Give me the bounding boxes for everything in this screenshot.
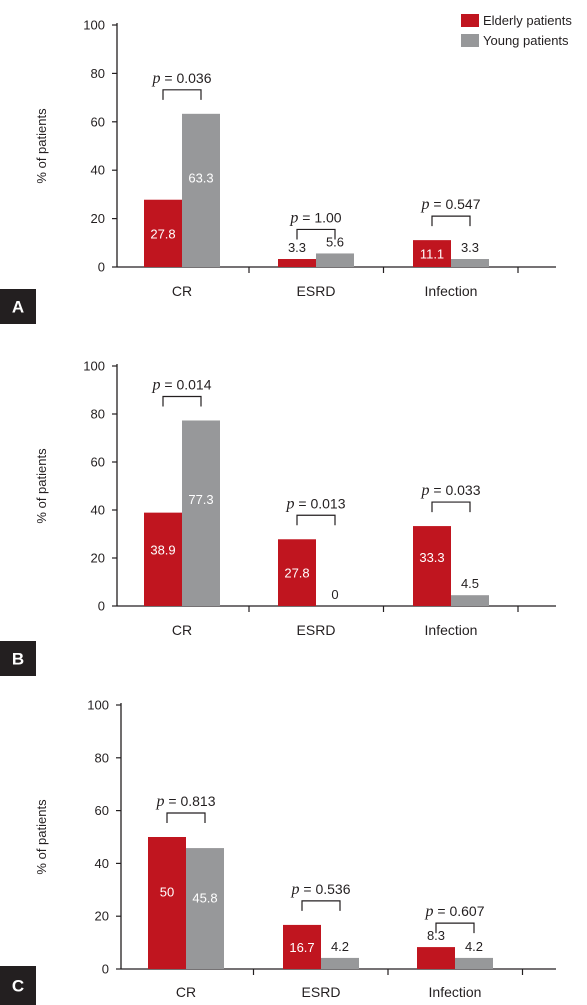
p-value-bracket	[431, 215, 471, 227]
category-label: Infection	[425, 622, 478, 638]
data-label: 27.8	[150, 226, 175, 241]
p-value-bracket	[162, 395, 202, 407]
p-value-label: p = 0.014	[152, 376, 212, 393]
bar-young-infection	[451, 259, 489, 267]
y-tick-label: 0	[98, 599, 105, 614]
bar-elderly-infection	[413, 526, 451, 606]
y-tick-label: 80	[91, 66, 105, 81]
bar-elderly-cr	[144, 512, 182, 606]
data-label: 8.3	[427, 928, 445, 943]
panel-label: C	[12, 977, 24, 996]
data-label: 45.8	[192, 890, 217, 905]
bar-young-cr	[182, 113, 220, 268]
y-axis-label: % of patients	[34, 448, 49, 524]
y-tick-label: 80	[91, 407, 105, 422]
bar-elderly-cr	[148, 837, 186, 969]
y-tick-label: 100	[83, 359, 105, 374]
chart-panel-b: 0 20 40 60 80 100 % of patients 38.9 77.3 p = 0.0…	[0, 359, 556, 676]
category-label: ESRD	[302, 984, 341, 1000]
data-label: 38.9	[150, 543, 175, 558]
bar-elderly-esrd	[278, 259, 316, 267]
y-tick-label: 100	[87, 698, 109, 713]
y-tick-label: 20	[91, 211, 105, 226]
category-label: ESRD	[297, 283, 336, 299]
p-value-bracket	[435, 922, 475, 934]
data-label: 0	[331, 587, 338, 602]
legend-swatch	[461, 34, 479, 47]
chart-panel-c: 0 20 40 60 80 100 % of patients 50 45.8 p = 0.813…	[0, 698, 556, 1005]
y-axis-label: % of patients	[34, 108, 49, 184]
data-label: 11.1	[420, 247, 444, 262]
bar-elderly-cr	[144, 199, 182, 267]
bar-young-cr	[186, 848, 224, 969]
legend-swatch	[461, 14, 479, 27]
p-value-label: p = 0.813	[156, 793, 216, 810]
p-value-label: p = 0.033	[421, 482, 481, 499]
p-value-label: p = 0.013	[286, 495, 346, 512]
category-label: CR	[172, 283, 192, 299]
panel-label-box	[0, 641, 36, 676]
data-label: 3.3	[288, 240, 306, 255]
legend-label: Elderly patients	[483, 13, 572, 28]
data-label: 4.2	[331, 939, 349, 954]
bar-young-infection	[455, 957, 493, 969]
y-tick-label: 0	[98, 260, 105, 275]
y-tick-label: 100	[83, 18, 105, 33]
p-value-bracket	[296, 514, 336, 526]
data-label: 63.3	[188, 171, 213, 186]
y-tick-label: 60	[91, 114, 105, 129]
panel-label: B	[12, 650, 24, 669]
legend-label: Young patients	[483, 33, 569, 48]
p-value-label: p = 0.536	[291, 881, 351, 898]
bar-young-esrd	[321, 957, 359, 969]
y-tick-label: 60	[95, 803, 109, 818]
p-value-bracket	[166, 812, 206, 823]
data-label: 4.2	[465, 939, 483, 954]
y-tick-label: 20	[95, 909, 109, 924]
p-value-label: p = 0.607	[425, 903, 485, 920]
data-label: 27.8	[284, 566, 309, 581]
data-label: 33.3	[419, 550, 444, 565]
legend: Elderly patients Young patients	[461, 13, 572, 48]
y-tick-label: 20	[91, 551, 105, 566]
bar-elderly-esrd	[278, 539, 316, 606]
data-label: 77.3	[188, 492, 213, 507]
bar-young-esrd	[316, 253, 354, 267]
panel-label-box	[0, 289, 36, 324]
category-label: CR	[176, 984, 196, 1000]
y-tick-label: 40	[91, 503, 105, 518]
bar-elderly-esrd	[283, 924, 321, 969]
panel-label: A	[12, 298, 24, 317]
p-value-bracket	[301, 900, 341, 911]
chart-panel-a: 0 20 40 60 80 100 % of patients 27.8 63.3 p = 0.0…	[0, 13, 572, 324]
bar-young-cr	[182, 420, 220, 606]
data-label: 50	[160, 884, 174, 899]
y-tick-label: 80	[95, 750, 109, 765]
p-value-label: p = 1.00	[289, 209, 341, 226]
data-label: 5.6	[326, 234, 344, 249]
y-tick-label: 60	[91, 455, 105, 470]
p-value-bracket	[296, 228, 336, 240]
data-label: 16.7	[289, 940, 314, 955]
bar-elderly-infection	[413, 240, 451, 267]
bar-young-infection	[451, 595, 489, 606]
p-value-bracket	[431, 501, 471, 513]
panel-label-box	[0, 966, 36, 1005]
p-value-label: p = 0.547	[421, 196, 481, 213]
category-label: CR	[172, 622, 192, 638]
y-axis-label: % of patients	[34, 799, 49, 875]
bar-elderly-infection	[417, 947, 455, 969]
y-tick-label: 40	[91, 163, 105, 178]
data-label: 4.5	[461, 576, 479, 591]
y-tick-label: 40	[95, 856, 109, 871]
category-label: Infection	[425, 283, 478, 299]
y-tick-label: 0	[102, 962, 109, 977]
category-label: Infection	[429, 984, 482, 1000]
category-label: ESRD	[297, 622, 336, 638]
data-label: 3.3	[461, 240, 479, 255]
p-value-bracket	[162, 89, 202, 100]
p-value-label: p = 0.036	[152, 70, 212, 87]
